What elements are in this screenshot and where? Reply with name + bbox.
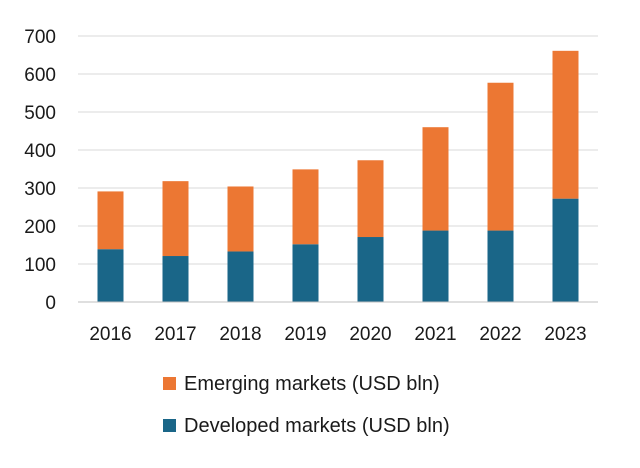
bar-developed-2023: [552, 198, 579, 302]
y-tick-label: 700: [24, 27, 56, 48]
x-tick-label: 2020: [349, 324, 391, 345]
x-tick-label: 2021: [414, 324, 456, 345]
bar-emerging-2019: [292, 169, 319, 245]
legend-label-emerging: Emerging markets (USD bln): [184, 373, 440, 395]
y-tick-label: 500: [24, 103, 56, 124]
bar-developed-2016: [97, 249, 124, 302]
y-tick-label: 400: [24, 141, 56, 162]
bar-emerging-2020: [357, 160, 384, 238]
bar-developed-2018: [227, 251, 254, 302]
x-tick-label: 2023: [544, 324, 586, 345]
bar-emerging-2016: [97, 191, 124, 250]
y-tick-label: 0: [45, 293, 56, 314]
x-axis-ticks: 2016 2017 2018 2019 2020 2021 2022 2023: [89, 324, 586, 345]
gridlines: [78, 35, 598, 265]
x-tick-label: 2017: [154, 324, 196, 345]
bar-developed-2020: [357, 237, 384, 302]
y-axis-ticks: 0 100 200 300 400 500 600 700: [24, 27, 56, 314]
bars: [97, 50, 579, 302]
x-tick-label: 2016: [89, 324, 131, 345]
legend: Emerging markets (USD bln) Developed mark…: [163, 373, 450, 437]
bar-developed-2017: [162, 256, 189, 302]
y-tick-label: 100: [24, 255, 56, 276]
y-tick-label: 200: [24, 217, 56, 238]
bar-emerging-2023: [552, 50, 579, 199]
bar-emerging-2022: [487, 82, 514, 231]
x-tick-label: 2019: [284, 324, 326, 345]
bar-emerging-2017: [162, 181, 189, 257]
legend-swatch-developed: [163, 419, 176, 432]
legend-swatch-emerging: [163, 377, 176, 390]
x-tick-label: 2022: [479, 324, 521, 345]
bar-emerging-2021: [422, 127, 449, 231]
bar-developed-2022: [487, 230, 514, 302]
y-tick-label: 300: [24, 179, 56, 200]
bar-developed-2019: [292, 244, 319, 302]
bar-emerging-2018: [227, 186, 254, 252]
y-tick-label: 600: [24, 65, 56, 86]
legend-label-developed: Developed markets (USD bln): [184, 415, 450, 437]
x-tick-label: 2018: [219, 324, 261, 345]
bar-developed-2021: [422, 230, 449, 302]
